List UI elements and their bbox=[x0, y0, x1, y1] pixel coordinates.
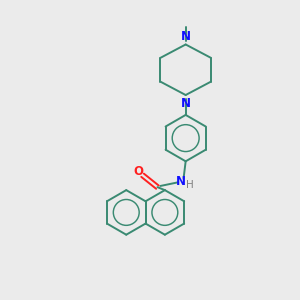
Text: N: N bbox=[181, 97, 191, 110]
Text: O: O bbox=[133, 165, 143, 178]
Text: H: H bbox=[186, 180, 194, 190]
Text: N: N bbox=[176, 175, 186, 188]
Text: N: N bbox=[181, 30, 191, 43]
